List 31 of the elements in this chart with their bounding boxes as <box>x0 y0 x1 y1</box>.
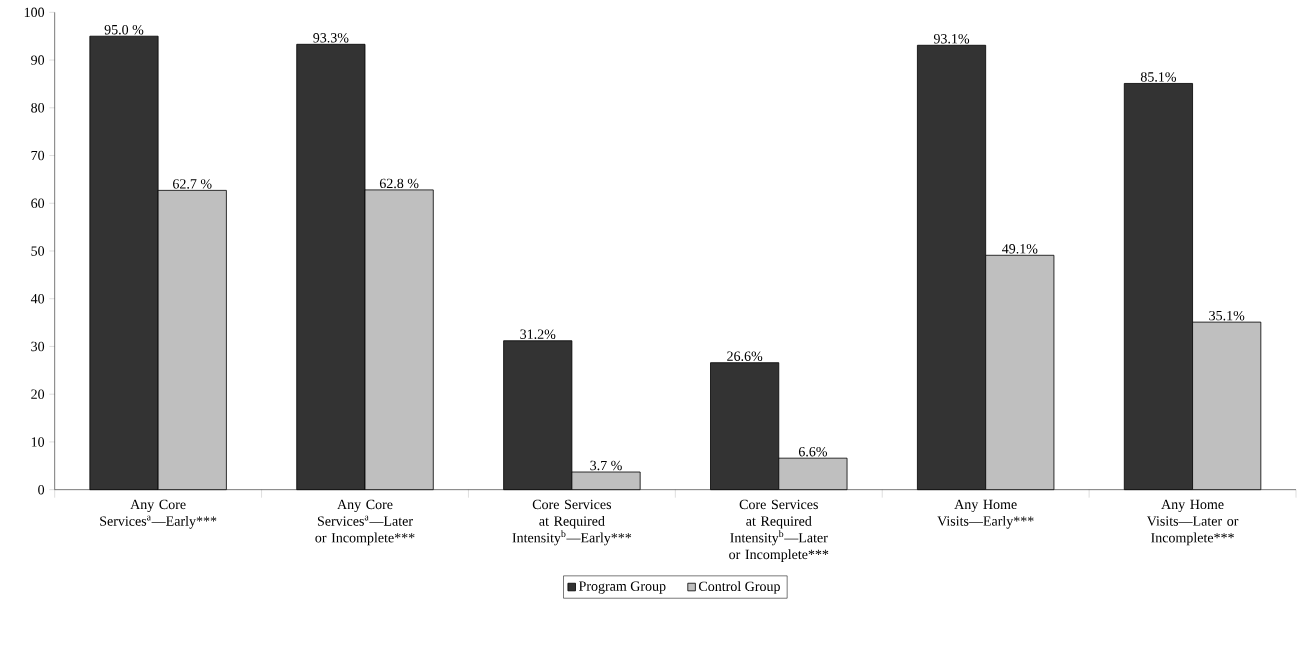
data-label: 49.1% <box>1002 244 1038 254</box>
data-label: 31.2% <box>520 329 556 339</box>
x-tick-label: Any Home Visits—Early*** <box>937 499 1034 529</box>
data-label: 35.1% <box>1209 310 1245 321</box>
data-label: 85.1% <box>1140 72 1177 82</box>
legend-label: Control Group <box>699 581 780 594</box>
data-label: 62.8 % <box>379 178 419 189</box>
y-tick-label: 70 <box>31 150 45 161</box>
data-label: 62.7 % <box>173 179 212 189</box>
data-label: 95.0 % <box>104 24 144 35</box>
y-tick-label: 100 <box>24 7 45 18</box>
data-label: 6.6% <box>798 446 828 457</box>
x-tick-label: Core Services at Required Intensity$^{b}$—Early*** <box>512 499 632 546</box>
y-tick-label: 0 <box>38 484 45 495</box>
y-tick-label: 30 <box>31 341 45 352</box>
legend-label: Program Group <box>578 581 666 594</box>
y-tick-label: 20 <box>31 389 45 399</box>
y-tick-label: 60 <box>31 198 45 208</box>
y-tick-label: 80 <box>31 103 45 113</box>
data-label: 3.7 % <box>590 460 622 471</box>
y-tick-label: 90 <box>31 55 45 65</box>
y-tick-label: 40 <box>30 294 45 304</box>
data-label: 93.3% <box>313 33 349 43</box>
data-label: 26.6% <box>727 351 763 361</box>
y-tick-label: 50 <box>31 246 45 256</box>
x-tick-label: Any Core Services$^{a}$—Early*** <box>100 499 217 529</box>
x-tick-label: Any Home Visits—Later or Incomplete*** <box>1146 499 1239 546</box>
data-label: 93.1% <box>933 34 970 44</box>
y-tick-label: 10 <box>31 437 45 447</box>
x-tick-label: Any Core Services$^{a}$—Later or Incomplete*** <box>315 499 415 546</box>
x-tick-label: Core Services at Required Intensity$^{b}$—Later or Incomplete*** <box>729 499 829 562</box>
